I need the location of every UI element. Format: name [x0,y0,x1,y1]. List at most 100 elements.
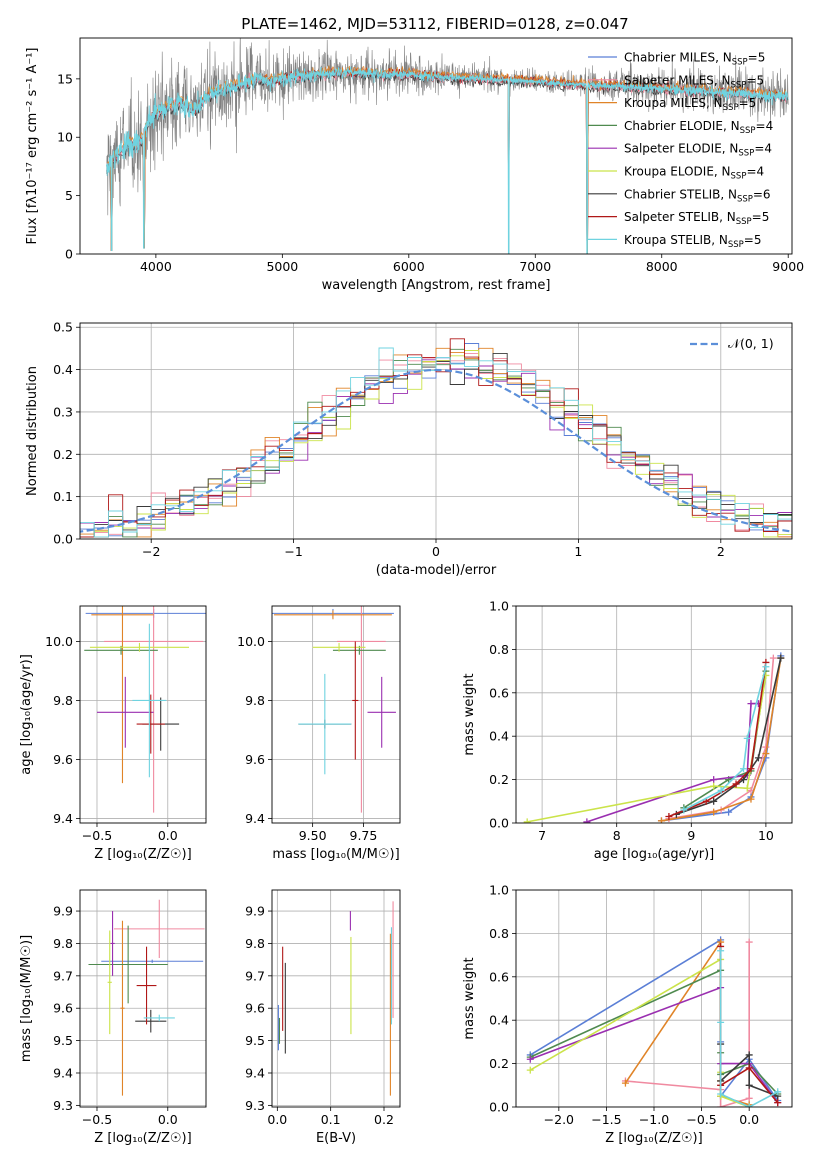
y-tick-label: 0.1 [53,489,73,504]
series-marker [747,765,755,773]
x-tick-label: 8 [613,828,621,843]
data-point [135,1009,167,1033]
series-marker [745,1051,753,1059]
residuals-plot-area [80,323,792,539]
age-vs-metal-plot-area [80,606,206,823]
y-tick-label: 0.8 [489,642,509,657]
series-line [625,942,750,1107]
spectrum-ylabel: Flux [fλ10⁻¹⁷ erg cm⁻² s⁻¹ A⁻¹] [25,48,40,245]
series-marker [743,784,751,792]
y-tick-label: 0.3 [53,404,73,419]
spectrum-plot-area [106,38,789,254]
series-marker [717,1090,725,1098]
series-salpeter-miles [665,654,777,823]
y-tick-label: 9.4 [53,811,73,826]
legend-entry: Kroupa STELIB, NSSP=5 [624,233,762,250]
residual-histogram [80,348,792,538]
x-tick-label: 0 [432,544,440,559]
y-tick-label: 9.6 [53,1001,73,1016]
y-tick-label: 10 [57,130,73,145]
y-tick-label: 9.8 [245,936,265,951]
series-marker [745,1103,753,1107]
y-tick-label: 0.6 [489,685,509,700]
series-marker [747,700,755,708]
age-vs-metal-panel: −0.5 0.0 9.4 9.6 9.8 10.0 Z [log₁₀(Z/Z☉)] age [… [19,605,207,862]
x-tick-label: −1 [284,544,302,559]
y-tick-label: 10.0 [45,634,73,649]
mass-vs-metal-plot-area [80,890,206,1107]
mass-weight-vs-age-ylabel: mass weight [462,673,477,755]
data-point [120,920,125,1096]
series-marker [745,938,753,946]
series-marker [621,1079,629,1087]
data-point [352,641,359,760]
series-marker [777,654,785,662]
mass-weight-vs-metal-panel: −2.0 −1.5 −1.0 −0.5 0.0 0.0 0.2 0.4 0.6 0.8 1.0 Z [… [462,883,793,1146]
mass-weight-vs-metal-frame [515,889,793,1108]
series-line [529,958,750,1107]
y-tick-label: 0.6 [489,969,509,984]
y-tick-label: 0.4 [53,362,73,377]
y-tick-label: 0.5 [53,320,73,335]
x-tick-label: 0.0 [158,1112,178,1127]
y-tick-label: 0.2 [489,1056,509,1071]
y-tick-label: 9.4 [53,1065,73,1080]
data-point [96,676,154,748]
mass-vs-metal-panel: −0.5 0.0 9.3 9.4 9.5 9.6 9.7 9.8 9.9 Z [log₁₀(Z/Z… [19,889,207,1146]
x-tick-label: 9.75 [350,828,378,843]
y-tick-label: 0.0 [53,532,73,547]
y-tick-label: 0.8 [489,926,509,941]
x-tick-label: 5000 [266,259,298,274]
legend-entry: Salpeter STELIB, NSSP=5 [624,210,769,227]
mass-vs-metal-ylabel: mass [log₁₀(M/M☉)] [19,935,34,1062]
best-model-spectrum [106,66,789,254]
y-tick-label: 1.0 [489,599,509,614]
x-tick-label: −1.0 [639,1112,669,1127]
legend-entry: Kroupa ELODIE, NSSP=4 [624,165,764,182]
series-marker [710,782,718,790]
legend-entry: Chabrier ELODIE, NSSP=4 [624,119,773,136]
y-tick-label: 15 [57,71,73,86]
series-marker [743,734,751,742]
data-point [143,1014,175,1022]
series-marker [526,1066,534,1074]
series-marker [732,780,740,788]
age-vs-mass-panel: 9.50 9.75 9.4 9.6 9.8 10.0 mass [log₁₀(M/M☉)] [237,605,401,862]
x-tick-label: 10 [758,828,774,843]
data-point [274,610,392,620]
residuals-ylabel: Normed distribution [25,366,40,496]
data-point [91,606,154,784]
y-tick-label: 1.0 [489,883,509,898]
mass-weight-vs-age-plot-area [516,606,792,823]
mass-weight-vs-age-xlabel: age [log₁₀(age/yr)] [594,847,715,862]
spectrum-frame [79,37,793,255]
series-marker [740,765,748,773]
residuals-frame [79,322,793,540]
series-line [527,675,767,823]
age-vs-mass-frame [271,605,401,824]
y-tick-label: 9.5 [53,1033,73,1048]
series-marker [710,797,718,805]
spectrum-legend: Chabrier MILES, NSSP=5 Salpeter MILES, NS… [588,51,773,250]
series-marker [717,947,725,955]
legend-entry: 𝒩(0, 1) [728,336,774,351]
x-tick-label: −0.5 [686,1112,716,1127]
series-marker [774,1088,782,1096]
y-tick-label: 9.3 [245,1098,265,1113]
series-marker [717,1103,725,1107]
data-point [101,959,204,963]
series-marker [747,795,755,803]
mass-weight-vs-age-panel: 7 8 9 10 0.0 0.2 0.4 0.6 0.8 1.0 age [log₁₀(age/yr… [462,599,793,862]
series-marker [710,808,718,816]
data-point [113,899,205,959]
data-point [337,606,386,813]
y-tick-label: 0.0 [489,1100,509,1115]
x-tick-label: 7000 [519,259,551,274]
spectrum-panel: 4000 5000 6000 7000 8000 9000 0 5 10 15 wavelength… [25,37,804,293]
y-tick-label: 9.4 [245,1065,265,1080]
mass-weight-vs-metal-xlabel: Z [log₁₀(Z/Z☉)] [605,1131,702,1146]
y-tick-label: 0.2 [489,772,509,787]
x-tick-label: 9.50 [299,828,327,843]
data-point [136,946,157,1025]
x-tick-label: 0.0 [158,828,178,843]
